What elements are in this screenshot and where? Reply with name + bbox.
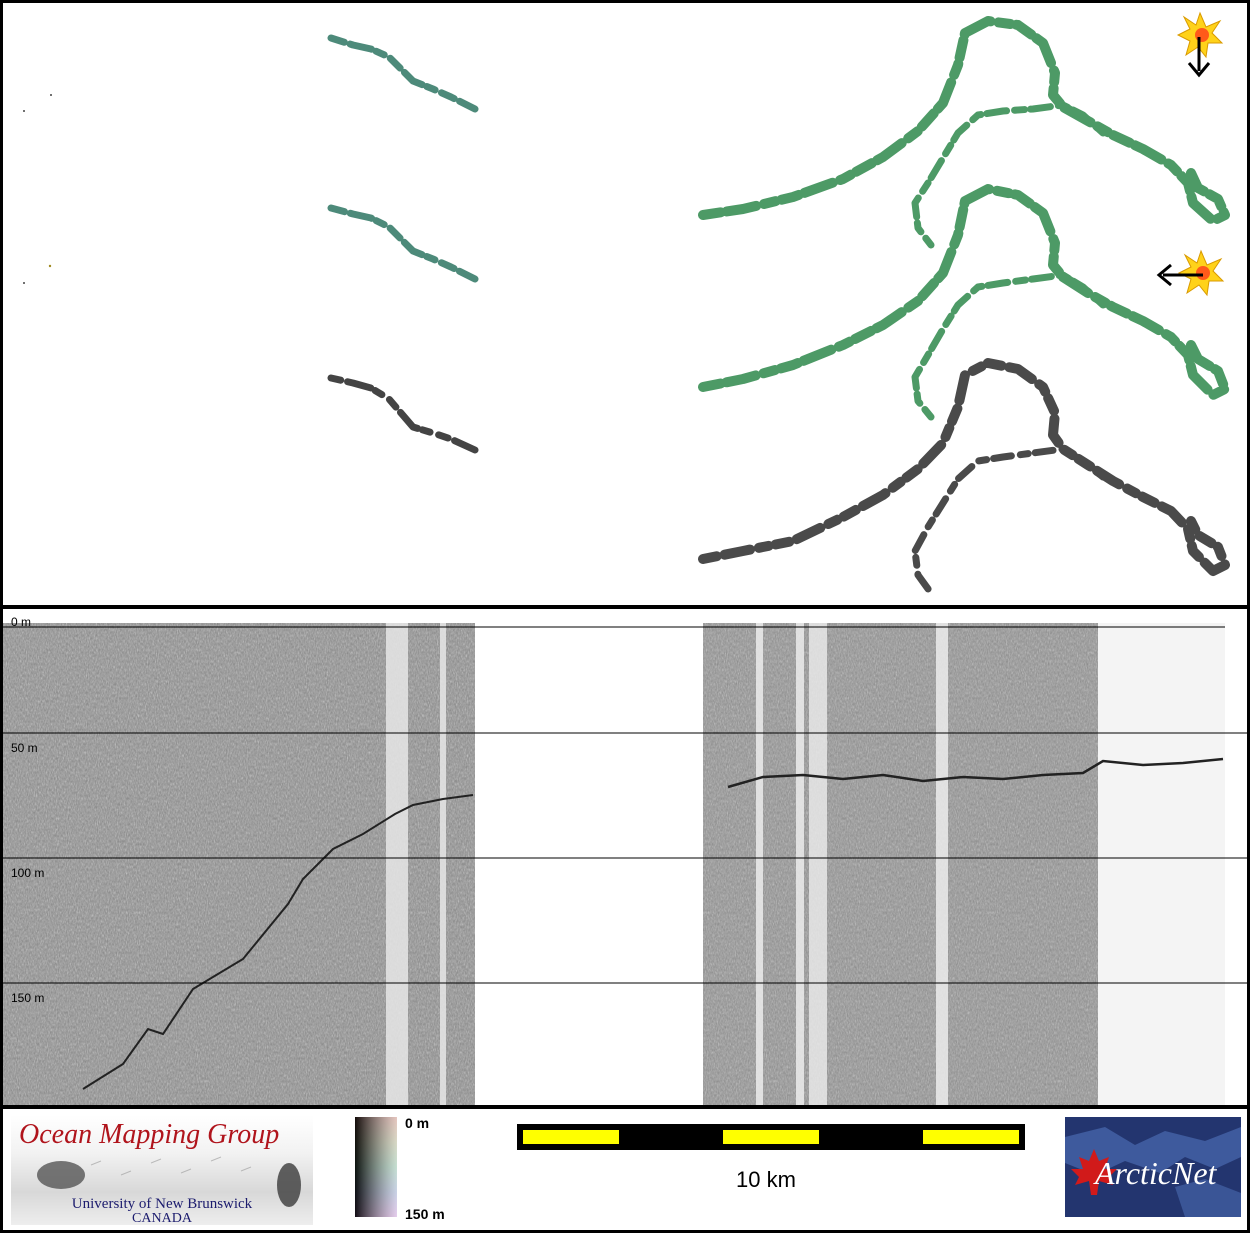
echogram — [3, 623, 1247, 1105]
omg-country: CANADA — [132, 1211, 192, 1226]
short-track-upper — [327, 34, 479, 113]
scale-bar — [517, 1124, 1025, 1150]
depth-label-100: 100 m — [11, 866, 45, 880]
scale-bar-segment — [923, 1130, 1019, 1144]
footer-panel: Ocean Mapping Group University of New Br… — [3, 1109, 1247, 1230]
panel-divider — [0, 605, 1250, 609]
echogram-panel: 0 m 50 m 100 m 150 m — [3, 609, 1247, 1105]
scale-bar-label: 10 km — [736, 1167, 796, 1192]
long-track-lower-return — [911, 445, 1107, 597]
maple-leaf-icon — [1071, 1149, 1117, 1195]
long-track-lower — [698, 358, 1230, 576]
depth-colorbar — [355, 1117, 397, 1217]
colorbar-bottom-label: 150 m — [405, 1206, 445, 1222]
arrow-left-icon — [1156, 263, 1203, 287]
scale-bar-segment — [523, 1130, 619, 1144]
depth-gridlines — [3, 626, 1247, 984]
echogram-right — [703, 623, 1225, 1105]
long-track-middle — [698, 184, 1230, 400]
omg-university: University of New Brunswick — [71, 1196, 253, 1212]
arrow-down-icon — [1187, 37, 1211, 78]
track-dot — [23, 282, 25, 284]
colorbar-top-label: 0 m — [405, 1115, 430, 1131]
track-dot — [50, 94, 52, 96]
long-track-upper — [698, 16, 1230, 226]
track-map-panel — [3, 3, 1247, 605]
long-track-middle-return — [911, 271, 1107, 421]
echogram-left — [3, 623, 475, 1105]
scale-bar-segment — [723, 1130, 819, 1144]
depth-label-150: 150 m — [11, 991, 45, 1005]
track-dot — [23, 110, 25, 112]
arcticnet-logo: ArcticNet — [1065, 1117, 1241, 1217]
panel-divider — [0, 1105, 1250, 1109]
ocean-mapping-group-logo: Ocean Mapping Group University of New Br… — [11, 1115, 313, 1225]
track-dot — [48, 264, 52, 268]
omg-title: Ocean Mapping Group — [19, 1119, 280, 1150]
short-track-lower — [327, 374, 479, 454]
track-map — [23, 11, 1230, 597]
depth-label-0: 0 m — [11, 615, 32, 629]
arcticnet-wordmark: ArcticNet — [1095, 1155, 1217, 1191]
map-background — [1065, 1127, 1241, 1217]
short-track-middle — [327, 204, 479, 283]
depth-label-50: 50 m — [11, 741, 38, 755]
sun-icon — [1177, 249, 1225, 297]
seabed-image — [37, 1156, 301, 1207]
long-track-upper-return — [911, 101, 1107, 249]
